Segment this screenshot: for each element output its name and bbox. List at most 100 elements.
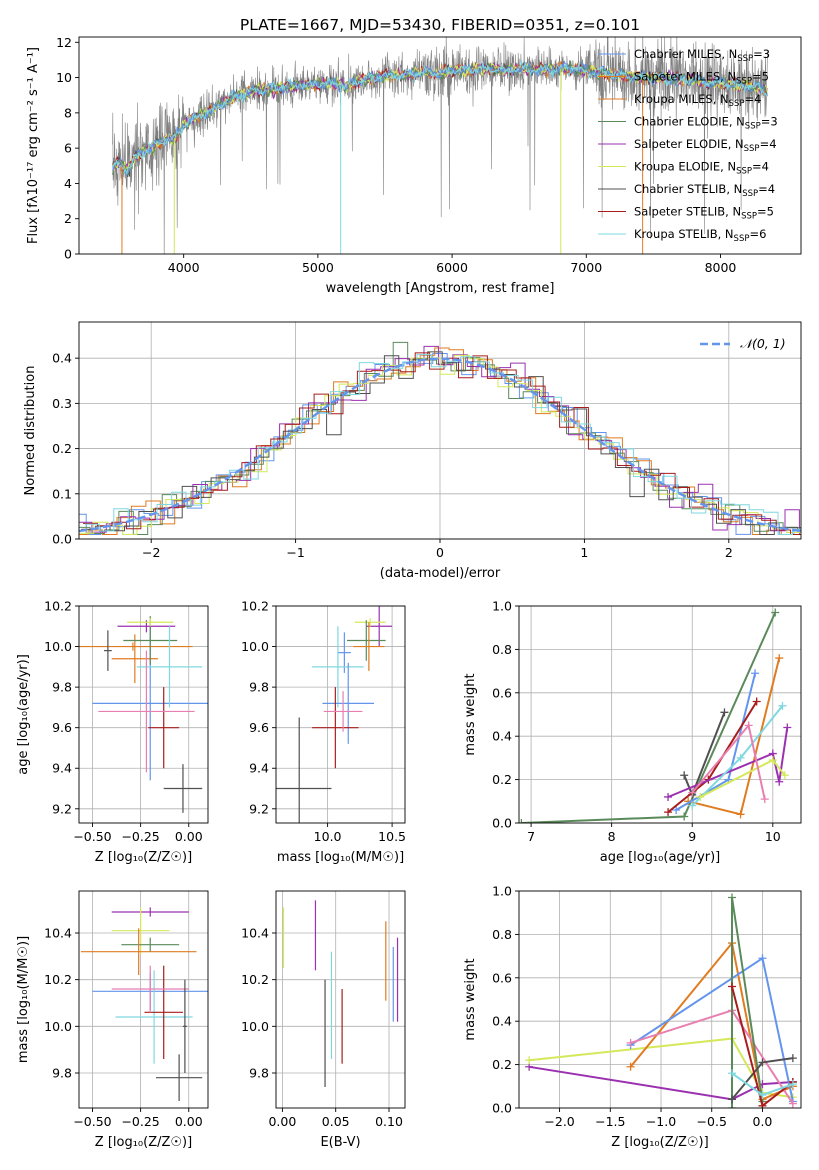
x-tick-label: 5000 (302, 260, 334, 275)
massweight-marker (788, 1099, 797, 1108)
massweight-marker (720, 708, 729, 717)
massweight-marker (626, 1038, 635, 1047)
massweight-marker (728, 982, 737, 991)
y-tick-label: 1.0 (492, 884, 512, 899)
y-tick-label: 10.4 (241, 926, 269, 941)
x-tick-label: 10.5 (378, 829, 406, 844)
legend-label: Salpeter STELIB, NSSP=5 (634, 205, 774, 222)
x-axis-label: E(B-V) (320, 1135, 360, 1150)
y-tick-label: 10.0 (44, 639, 72, 654)
x-tick-label: 4000 (168, 260, 200, 275)
plot-area (79, 341, 801, 535)
x-tick-label: 10.0 (314, 829, 342, 844)
x-tick-label: 8000 (705, 260, 737, 275)
y-tick-label: 0.3 (52, 396, 72, 411)
y-tick-label: 0 (64, 247, 72, 262)
massweight-line (521, 612, 777, 823)
axes-border (518, 890, 802, 1109)
x-tick-label: 0 (436, 545, 444, 560)
x-tick-label: −0.50 (73, 1114, 111, 1129)
histogram-panel: −2 −1 0 1 2 0.0 0.1 0.2 0.3 0.4 (data-model)/error… (23, 321, 802, 581)
y-tick-label: 9.4 (249, 761, 269, 776)
legend-label: Chabrier MILES, NSSP=3 (634, 47, 770, 64)
massweight-marker (758, 1101, 767, 1108)
y-axis-label: mass weight (463, 673, 478, 755)
x-tick-label: −2.0 (544, 1114, 574, 1129)
y-tick-label: 9.2 (249, 801, 269, 816)
axes-frame: −0.50 −0.25 0.00 9.8 10.0 10.2 10.4 Z [log₁₀(Z/… (16, 890, 209, 1150)
y-tick-label: 2 (64, 211, 72, 226)
legend-label: Chabrier ELODIE, NSSP=3 (634, 115, 778, 132)
legend-label: Salpeter ELODIE, NSSP=4 (634, 137, 777, 154)
y-tick-label: 9.8 (249, 680, 269, 695)
x-tick-label: −0.25 (121, 1114, 159, 1129)
plot-area (519, 608, 792, 823)
y-tick-label: 4 (64, 176, 72, 191)
y-axis-label: Normed distribution (23, 366, 38, 496)
axes-frame: 10.0 10.5 9.2 9.4 9.6 9.8 10.0 10.2 mass [log₁₀(… (241, 599, 406, 866)
massweight-marker (736, 810, 745, 819)
massweight-marker (768, 756, 777, 765)
age-vs-metallicity-panel: −0.50 −0.25 0.00 9.2 9.4 9.6 9.8 10.0 10.2 Z [log… (16, 599, 209, 865)
x-tick-label: 0.00 (175, 1114, 203, 1129)
massweight-marker (728, 1104, 737, 1108)
massweight-marker (771, 608, 780, 617)
x-axis-label: Z [log₁₀(Z/Z☉)] (611, 1135, 708, 1150)
x-tick-label: 2 (725, 545, 733, 560)
x-tick-label: 8 (608, 829, 616, 844)
massweight-line (528, 1065, 793, 1101)
massweight-marker (728, 893, 737, 902)
massweight-vs-metallicity-panel: −2.0 −1.5 −1.0 −0.5 0.0 0.0 0.2 0.4 0.6 0.8 1.0 Z [… (463, 884, 802, 1150)
massweight-marker (672, 805, 681, 814)
massweight-marker (680, 771, 689, 780)
massweight-marker (680, 812, 689, 821)
x-axis-label: wavelength [Angstrom, rest frame] (326, 281, 555, 296)
massweight-marker (775, 654, 784, 663)
y-axis-label: age [log₁₀(age/yr)] (16, 654, 31, 775)
y-tick-label: 12 (56, 35, 72, 50)
massweight-marker (788, 1080, 797, 1089)
y-axis-label: mass weight (463, 958, 478, 1040)
x-tick-label: −1.5 (595, 1114, 625, 1129)
massweight-marker (775, 777, 784, 786)
legend-label: Kroupa ELODIE, NSSP=4 (634, 160, 769, 177)
y-tick-label: 6 (64, 141, 72, 156)
x-tick-label: −0.5 (697, 1114, 727, 1129)
axes-frame: 4000 5000 6000 7000 8000 0 2 4 6 8 10 12 wavelength … (26, 35, 802, 296)
normal-curve (79, 357, 801, 533)
x-tick-label: −0.25 (121, 829, 159, 844)
massweight-marker (758, 1058, 767, 1067)
massweight-marker (758, 954, 767, 963)
axes-border (78, 890, 209, 1109)
axes-frame: −2 −1 0 1 2 0.0 0.1 0.2 0.3 0.4 (data-model)/error… (23, 321, 802, 581)
massweight-marker (728, 1095, 737, 1104)
y-tick-label: 0.8 (492, 642, 512, 657)
massweight-marker (696, 792, 705, 801)
y-tick-label: 0.1 (52, 486, 72, 501)
y-tick-label: 9.6 (52, 720, 72, 735)
massweight-marker (664, 808, 673, 817)
massweight-marker (744, 721, 753, 730)
y-tick-label: 10.2 (241, 599, 269, 614)
massweight-marker (688, 801, 697, 810)
x-tick-label: 9 (688, 829, 696, 844)
massweight-marker (751, 669, 760, 678)
spectrum-panel: 4000 5000 6000 7000 8000 0 2 4 6 8 10 12 wavelength … (26, 35, 802, 296)
y-tick-label: 10 (56, 70, 72, 85)
y-tick-label: 9.8 (249, 1066, 269, 1081)
x-tick-label: 0.05 (322, 1114, 350, 1129)
massweight-marker (752, 697, 761, 706)
mass-vs-ebv-panel: 0.00 0.05 0.10 9.8 10.0 10.2 10.4 E(B-V) (241, 890, 406, 1150)
axes-frame: 0.00 0.05 0.10 9.8 10.0 10.2 10.4 E(B-V) (241, 890, 406, 1150)
y-tick-label: 0.4 (52, 351, 72, 366)
grid (276, 605, 405, 823)
massweight-line (667, 727, 789, 798)
massweight-marker (780, 771, 789, 780)
y-tick-label: 10.2 (44, 599, 72, 614)
x-tick-label: 10 (765, 829, 781, 844)
y-tick-label: 0.6 (492, 685, 512, 700)
axes-frame: −0.50 −0.25 0.00 9.2 9.4 9.6 9.8 10.0 10.2 Z [log… (16, 599, 209, 865)
x-tick-label: 7000 (570, 260, 602, 275)
axes-border (518, 605, 802, 824)
x-tick-label: 0.0 (753, 1114, 773, 1129)
